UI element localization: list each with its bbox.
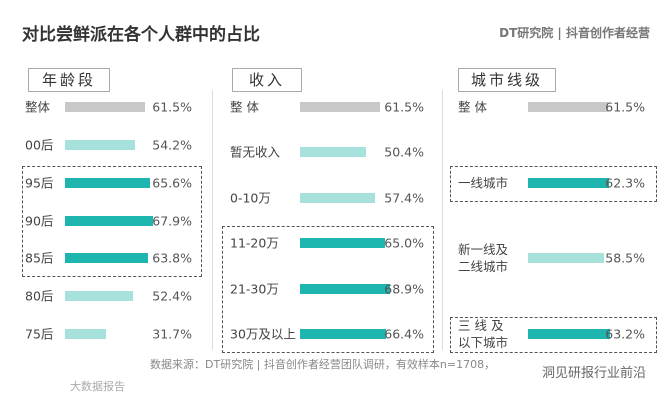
value-label: 66.4%: [384, 326, 424, 342]
bar: [65, 291, 134, 302]
category-label: 整体: [25, 99, 51, 115]
brand: DT研究院 | 抖音创作者经营: [499, 26, 650, 40]
panel-title: 收入: [232, 68, 302, 92]
bar: [65, 215, 154, 226]
value-label: 63.2%: [605, 326, 645, 342]
value-label: 57.4%: [384, 190, 424, 206]
category-label: 80后: [25, 288, 54, 304]
value-label: 61.5%: [605, 99, 645, 115]
value-label: 63.8%: [152, 250, 192, 266]
bar: [300, 147, 366, 158]
category-label: 00后: [25, 137, 54, 153]
value-label: 50.4%: [384, 144, 424, 160]
category-label: 30万及以上: [230, 326, 296, 342]
value-label: 52.4%: [152, 288, 192, 304]
value-label: 62.3%: [605, 175, 645, 191]
value-label: 65.0%: [384, 235, 424, 251]
bar: [528, 177, 609, 188]
highlight-box: [450, 317, 657, 353]
divider: [212, 90, 213, 350]
bar: [300, 329, 387, 339]
bar: [65, 253, 148, 264]
panel-title: 城市线级: [458, 68, 556, 92]
value-label: 68.9%: [384, 281, 424, 297]
bar: [300, 102, 380, 112]
bar: [65, 329, 107, 339]
title: 对比尝鲜派在各个人群中的占比: [22, 25, 260, 45]
bar: [65, 177, 151, 188]
highlight-box: [222, 226, 434, 353]
category-label: 95后: [25, 175, 54, 191]
bar: [65, 139, 136, 150]
value-label: 65.6%: [152, 175, 192, 191]
bar: [528, 102, 608, 112]
category-label: 暂无收入: [230, 144, 281, 160]
category-label: 0-10万: [230, 190, 271, 206]
value-label: 31.7%: [152, 326, 192, 342]
category-label: 三 线 及 以下城市: [458, 318, 509, 350]
bar: [65, 102, 145, 112]
value-label: 58.5%: [605, 250, 645, 266]
bar: [528, 329, 611, 339]
value-label: 54.2%: [152, 137, 192, 153]
category-label: 新一线及 二线城市: [458, 242, 509, 275]
category-label: 整 体: [458, 99, 487, 115]
category-label: 11-20万: [230, 235, 279, 251]
category-label: 90后: [25, 213, 54, 228]
highlight-box: [450, 165, 657, 202]
value-label: 67.9%: [152, 213, 192, 228]
value-label: 61.5%: [152, 99, 192, 115]
category-label: 85后: [25, 250, 54, 266]
bar: [528, 253, 605, 264]
category-label: 一线城市: [458, 175, 509, 191]
bar: [300, 283, 390, 294]
value-label: 61.5%: [384, 99, 424, 115]
category-label: 21-30万: [230, 281, 279, 297]
category-label: 整 体: [230, 99, 259, 115]
watermark: 大数据报告: [70, 380, 125, 393]
panel-title: 年龄段: [28, 68, 110, 92]
watermark: 洞见研报行业前沿: [541, 366, 646, 381]
divider: [442, 90, 443, 350]
bar: [300, 192, 375, 203]
category-label: 75后: [25, 326, 54, 342]
source: 数据来源：DT研究院 | 抖音创作者经营团队调研，有效样本n=1708，: [150, 358, 496, 371]
highlight-box: [22, 165, 202, 278]
bar: [300, 238, 385, 249]
